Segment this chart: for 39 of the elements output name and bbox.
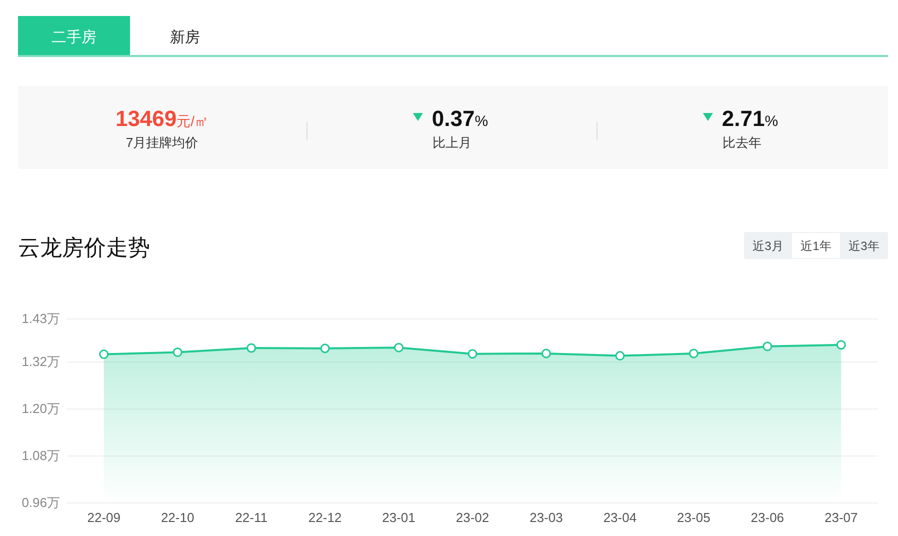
point	[762, 342, 772, 352]
text: 13469元/㎡	[115, 106, 209, 131]
x-tick-label: 22-11	[235, 510, 268, 525]
x-tick-label: 22-10	[160, 510, 194, 525]
text: 比上月	[432, 135, 472, 150]
y-tick-label: 1.43万	[22, 311, 60, 326]
text: 近3月	[752, 239, 784, 253]
point	[320, 344, 330, 354]
point	[246, 343, 256, 353]
chart-title: 云龙房价走势	[18, 235, 150, 260]
y-tick-label: 1.08万	[22, 448, 60, 464]
text: 新房	[170, 29, 200, 46]
text: 2.71%	[722, 106, 778, 131]
text: 比去年	[722, 135, 762, 150]
text: 0.37%	[432, 106, 488, 131]
point	[615, 351, 625, 361]
point	[394, 342, 404, 352]
y-tick-label: 1.32万	[22, 354, 60, 370]
text: 近1年	[800, 239, 832, 253]
point	[688, 348, 698, 358]
text: 二手房	[52, 29, 96, 46]
point	[172, 348, 182, 358]
point	[836, 340, 846, 350]
x-tick-label: 23-01	[382, 510, 416, 525]
x-tick-label: 23-06	[750, 510, 784, 525]
point	[468, 349, 478, 359]
x-tick-label: 23-02	[456, 510, 490, 525]
text: 近3年	[848, 239, 880, 253]
point	[99, 349, 109, 359]
y-tick-label: 0.96万	[22, 495, 60, 510]
point	[541, 348, 551, 358]
x-tick-label: 23-07	[824, 510, 858, 525]
text: 7月挂牌均价	[126, 135, 198, 150]
x-tick-label: 23-05	[677, 510, 710, 525]
x-tick-label: 22-09	[87, 510, 120, 525]
x-tick-label: 23-04	[603, 510, 637, 525]
x-tick-label: 23-03	[530, 510, 563, 525]
x-tick-label: 22-12	[308, 510, 342, 525]
y-tick-label: 1.20万	[22, 401, 60, 416]
